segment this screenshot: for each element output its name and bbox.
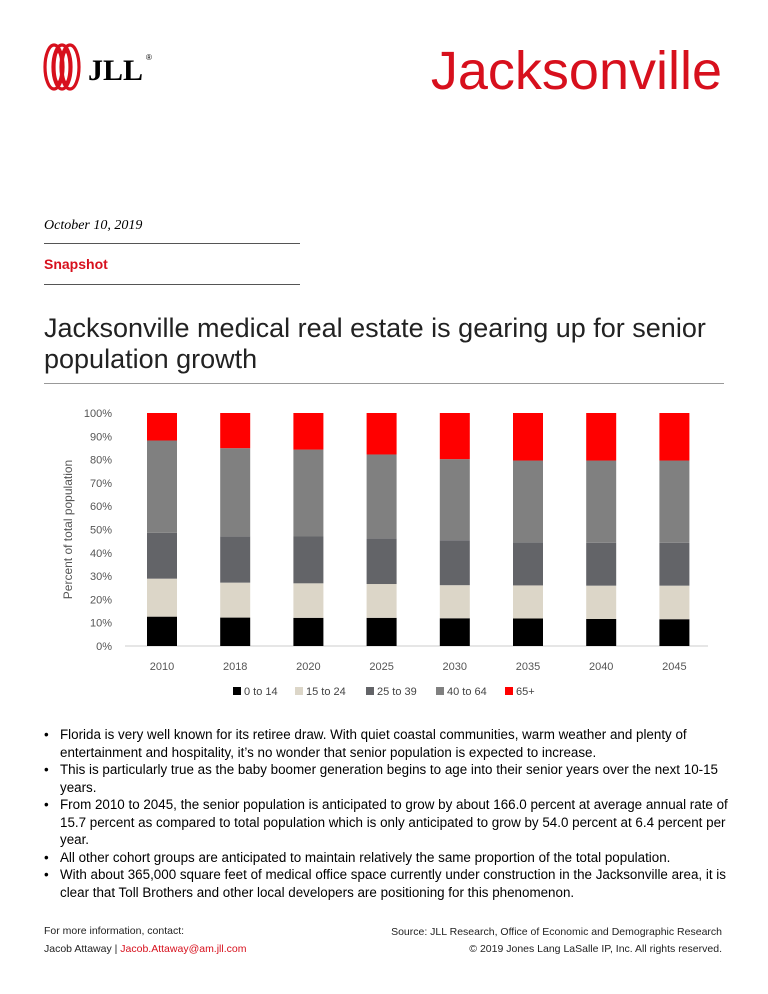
y-tick-label: 50% <box>90 525 112 537</box>
bar-segment-25-to-39-2045 <box>659 542 690 586</box>
svg-text:JLL: JLL <box>88 54 143 87</box>
bar-segment-15-to-24-2020 <box>293 583 324 618</box>
bar-segment-25-to-39-2020 <box>293 536 324 584</box>
bar-segment-40-to-64-2020 <box>293 449 324 537</box>
legend-label: 0 to 14 <box>244 686 278 698</box>
bullet-item: From 2010 to 2045, the senior population… <box>44 796 734 849</box>
bar-segment-65--2010 <box>147 413 177 441</box>
bar-segment-0-to-14-2018 <box>220 617 251 646</box>
y-tick-label: 10% <box>90 618 112 630</box>
y-tick-label: 100% <box>84 408 112 420</box>
bar-segment-15-to-24-2040 <box>586 585 617 619</box>
y-tick-label: 40% <box>90 548 112 560</box>
y-tick-label: 60% <box>90 501 112 513</box>
bar-segment-40-to-64-2018 <box>220 448 251 537</box>
y-tick-label: 0% <box>96 641 112 653</box>
divider <box>44 383 724 384</box>
bullet-list: Florida is very well known for its retir… <box>44 726 734 901</box>
y-tick-label: 90% <box>90 431 112 443</box>
legend-swatch <box>436 687 444 695</box>
x-tick-label: 2018 <box>223 661 247 673</box>
contact-label: For more information, contact: <box>44 925 185 937</box>
bar-segment-15-to-24-2035 <box>513 585 543 619</box>
x-tick-label: 2035 <box>516 661 540 673</box>
bar-segment-65--2035 <box>513 413 543 461</box>
bar-segment-25-to-39-2030 <box>439 540 470 586</box>
x-tick-label: 2030 <box>443 661 467 673</box>
headline: Jacksonville medical real estate is gear… <box>44 313 706 374</box>
x-tick-label: 2010 <box>150 661 174 673</box>
bullet-item: With about 365,000 square feet of medica… <box>44 866 734 901</box>
x-tick-label: 2025 <box>369 661 393 673</box>
legend-swatch <box>505 687 513 695</box>
legend-swatch <box>366 687 374 695</box>
bar-segment-15-to-24-2025 <box>366 584 397 618</box>
y-tick-label: 30% <box>90 571 112 583</box>
copyright: © 2019 Jones Lang LaSalle IP, Inc. All r… <box>469 943 722 955</box>
bar-segment-0-to-14-2040 <box>586 618 617 646</box>
bullet-item: This is particularly true as the baby bo… <box>44 761 734 796</box>
x-tick-label: 2020 <box>296 661 320 673</box>
bar-segment-25-to-39-2035 <box>513 542 543 586</box>
bar-segment-65--2045 <box>659 413 690 461</box>
bar-segment-65--2018 <box>220 413 251 449</box>
divider <box>44 284 300 285</box>
legend-swatch <box>233 687 241 695</box>
bar-segment-15-to-24-2045 <box>659 585 690 620</box>
bar-segment-25-to-39-2018 <box>220 536 251 583</box>
bar-segment-0-to-14-2020 <box>293 617 324 646</box>
bar-segment-0-to-14-2030 <box>439 618 470 646</box>
bar-segment-0-to-14-2010 <box>147 616 177 646</box>
contact-email-link[interactable]: Jacob.Attaway@am.jll.com <box>120 943 247 955</box>
bullet-item: Florida is very well known for its retir… <box>44 726 734 761</box>
jll-logo: JLL ® <box>43 43 152 91</box>
bar-segment-40-to-64-2040 <box>586 460 617 543</box>
bar-segment-0-to-14-2035 <box>513 618 543 646</box>
report-date: October 10, 2019 <box>44 218 143 233</box>
legend-label: 40 to 64 <box>447 686 487 698</box>
bar-segment-15-to-24-2010 <box>147 578 177 617</box>
bar-segment-15-to-24-2030 <box>439 585 470 619</box>
divider <box>44 243 300 244</box>
bar-segment-65--2040 <box>586 413 617 461</box>
bar-segment-40-to-64-2030 <box>439 459 470 541</box>
legend-label: 25 to 39 <box>377 686 417 698</box>
y-tick-label: 80% <box>90 455 112 467</box>
bar-segment-40-to-64-2035 <box>513 460 543 543</box>
x-tick-label: 2040 <box>589 661 613 673</box>
y-tick-label: 70% <box>90 478 112 490</box>
bar-segment-40-to-64-2010 <box>147 440 177 533</box>
bar-segment-0-to-14-2045 <box>659 619 690 646</box>
legend-swatch <box>295 687 303 695</box>
bar-segment-65--2025 <box>366 413 397 455</box>
bar-segment-15-to-24-2018 <box>220 582 251 618</box>
city-title: Jacksonville <box>430 41 722 101</box>
bar-segment-40-to-64-2045 <box>659 460 690 543</box>
svg-text:®: ® <box>146 53 152 62</box>
stacked-bar-chart: 0% 10% 20% 30% 40% 50% 60% 70% 80% 90% 100% Percent… <box>61 408 708 698</box>
section-label: Snapshot <box>44 256 108 272</box>
bar-segment-25-to-39-2010 <box>147 532 177 579</box>
y-tick-label: 20% <box>90 594 112 606</box>
bar-segment-65--2030 <box>439 413 470 460</box>
legend-label: 65+ <box>516 686 535 698</box>
bar-segment-65--2020 <box>293 413 324 450</box>
y-axis-title: Percent of total population <box>61 460 75 599</box>
bar-segment-25-to-39-2040 <box>586 542 617 586</box>
bar-segment-25-to-39-2025 <box>366 538 397 585</box>
bullet-item: All other cohort groups are anticipated … <box>44 849 734 867</box>
source: Source: JLL Research, Office of Economic… <box>391 926 722 938</box>
bar-segment-0-to-14-2025 <box>366 617 397 646</box>
contact-line: Jacob Attaway | Jacob.Attaway@am.jll.com <box>44 943 246 955</box>
bar-segment-40-to-64-2025 <box>366 454 397 539</box>
legend-label: 15 to 24 <box>306 686 346 698</box>
contact-name: Jacob Attaway | <box>44 943 121 955</box>
x-tick-label: 2045 <box>662 661 686 673</box>
